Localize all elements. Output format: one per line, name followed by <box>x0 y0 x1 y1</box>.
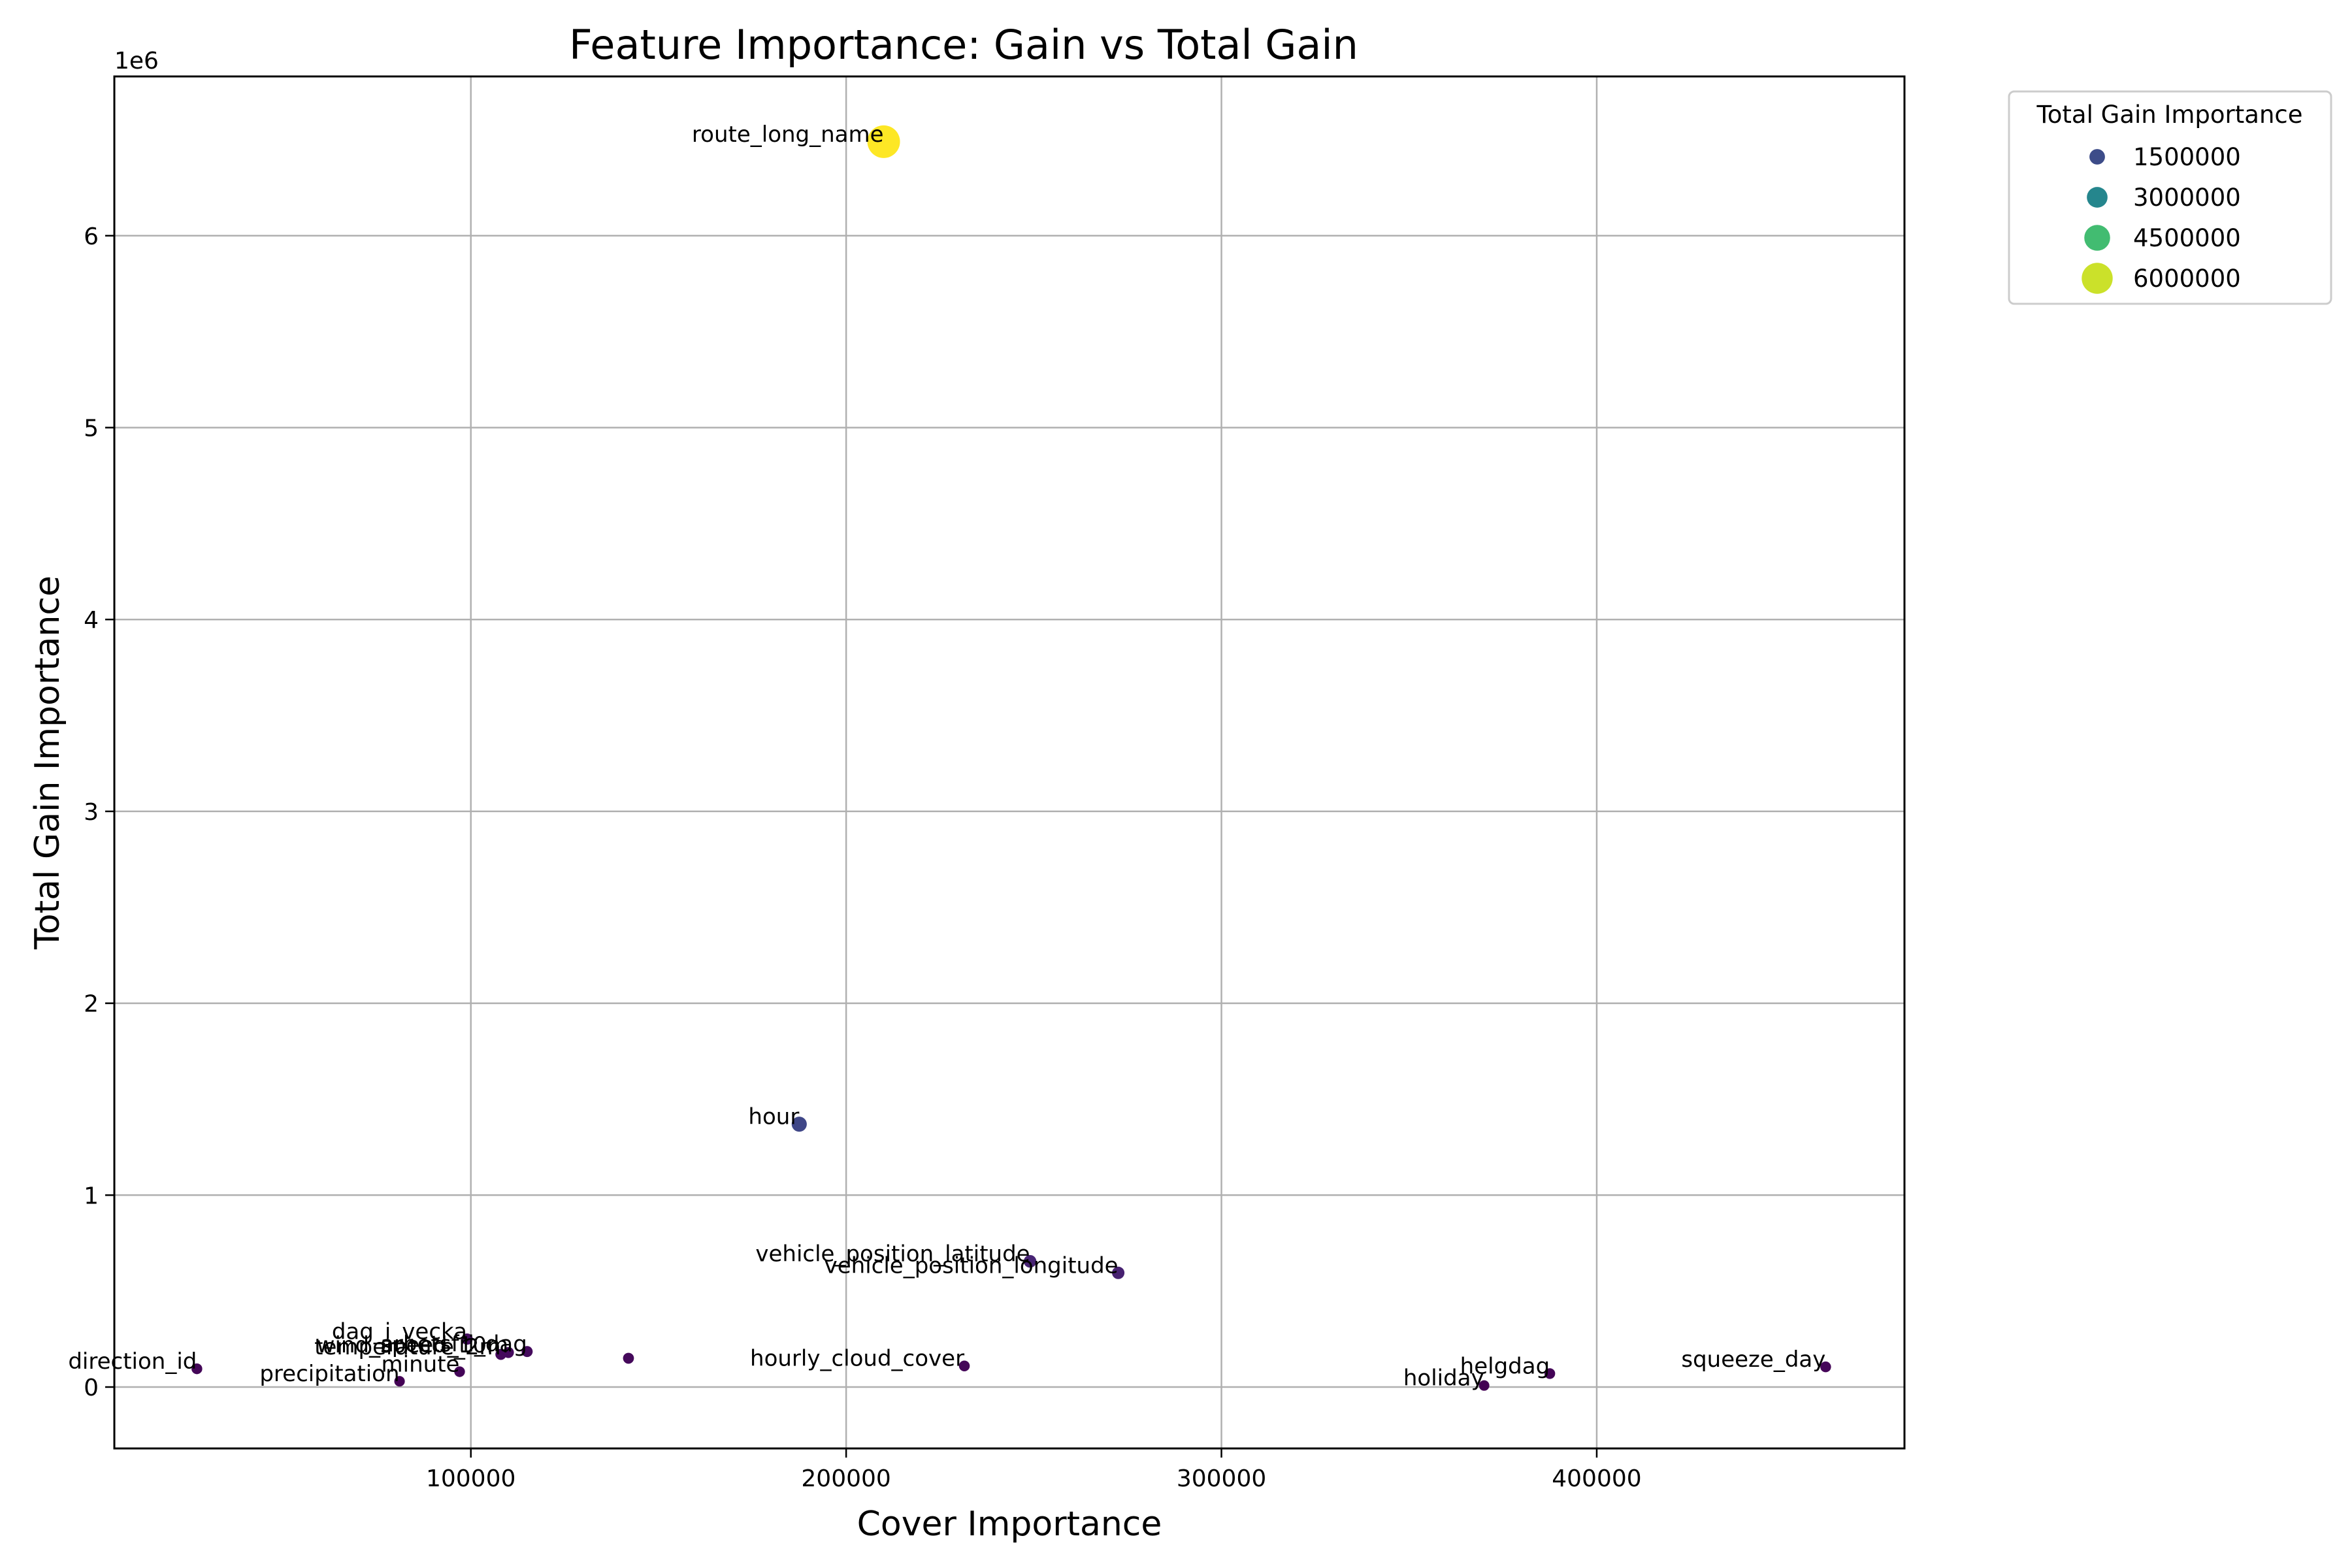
point-label: temperature_2m <box>314 1334 500 1360</box>
point-label: minute <box>382 1352 460 1378</box>
x-axis-ticks: 100000 200000 300000 400000 <box>426 1448 1642 1492</box>
y-tick-label: 1 <box>84 1183 99 1209</box>
legend-box <box>2008 90 2332 305</box>
x-tick-label: 400000 <box>1552 1465 1641 1492</box>
point-label: wind_speed_10m <box>317 1332 508 1358</box>
scatter-point <box>1112 1266 1125 1279</box>
legend-marker <box>2087 187 2108 208</box>
scatter-point <box>394 1376 405 1387</box>
legend-marker <box>2084 225 2110 251</box>
legend-title: Total Gain Importance <box>2036 101 2302 129</box>
point-label: arbetsfri_dag <box>380 1331 527 1358</box>
x-axis-label: Cover Importance <box>857 1505 1162 1544</box>
scatter-point <box>867 125 900 158</box>
scatter-point <box>958 1360 970 1371</box>
legend: Total Gain Importance 1500000 3000000 4500… <box>2008 90 2332 305</box>
point-label: hour <box>748 1104 799 1130</box>
grid <box>114 76 1904 1448</box>
y-tick-label: 0 <box>84 1375 99 1401</box>
y-tick-label: 4 <box>84 607 99 634</box>
point-label: hourly_cloud_cover <box>750 1346 964 1372</box>
point-label: helgdag <box>1460 1353 1550 1379</box>
legend-marker <box>2089 149 2105 165</box>
point-label: route_long_name <box>692 122 884 148</box>
point-label: direction_id <box>68 1348 197 1375</box>
chart-title: Feature Importance: Gain vs Total Gain <box>569 21 1358 69</box>
point-label: precipitation <box>259 1361 399 1387</box>
y-tick-label: 5 <box>84 415 99 442</box>
scatter-point <box>791 1117 807 1132</box>
point-label: vehicle_position_latitude <box>755 1241 1030 1267</box>
scatter-point <box>454 1366 465 1377</box>
scatter-point <box>1544 1368 1556 1379</box>
y-axis-ticks: 0 1 2 3 4 5 6 <box>84 223 114 1401</box>
legend-entry-label: 6000000 <box>2133 265 2241 293</box>
legend-entry-label: 3000000 <box>2133 184 2241 212</box>
point-label: dag_i_vecka <box>332 1319 467 1345</box>
y-tick-label: 6 <box>84 223 99 250</box>
y-tick-label: 3 <box>84 799 99 826</box>
x-tick-label: 200000 <box>801 1465 890 1492</box>
scatter-point <box>1023 1254 1037 1268</box>
point-label: squeeze_day <box>1681 1347 1825 1373</box>
data-points <box>191 125 1831 1391</box>
y-offset-text: 1e6 <box>114 48 159 74</box>
scatter-point <box>191 1363 203 1375</box>
scatter-point <box>1820 1361 1831 1373</box>
scatter-point <box>461 1333 473 1345</box>
scatter-point <box>502 1347 514 1358</box>
plot-frame <box>113 75 1906 1450</box>
point-label: holiday <box>1403 1365 1484 1392</box>
y-tick-label: 2 <box>84 991 99 1018</box>
x-tick-label: 300000 <box>1177 1465 1266 1492</box>
scatter-point <box>521 1346 533 1358</box>
legend-entry-label: 4500000 <box>2133 224 2241 252</box>
point-label: vehicle_position_longitude <box>825 1252 1119 1279</box>
y-axis-label: Total Gain Importance <box>28 576 67 950</box>
scatter-point <box>1478 1380 1490 1391</box>
legend-marker <box>2082 263 2113 294</box>
scatter-point <box>623 1352 634 1364</box>
x-tick-label: 100000 <box>426 1465 515 1492</box>
legend-entry-label: 1500000 <box>2133 143 2241 171</box>
legend-entries: 1500000 3000000 4500000 6000000 <box>2082 143 2241 294</box>
